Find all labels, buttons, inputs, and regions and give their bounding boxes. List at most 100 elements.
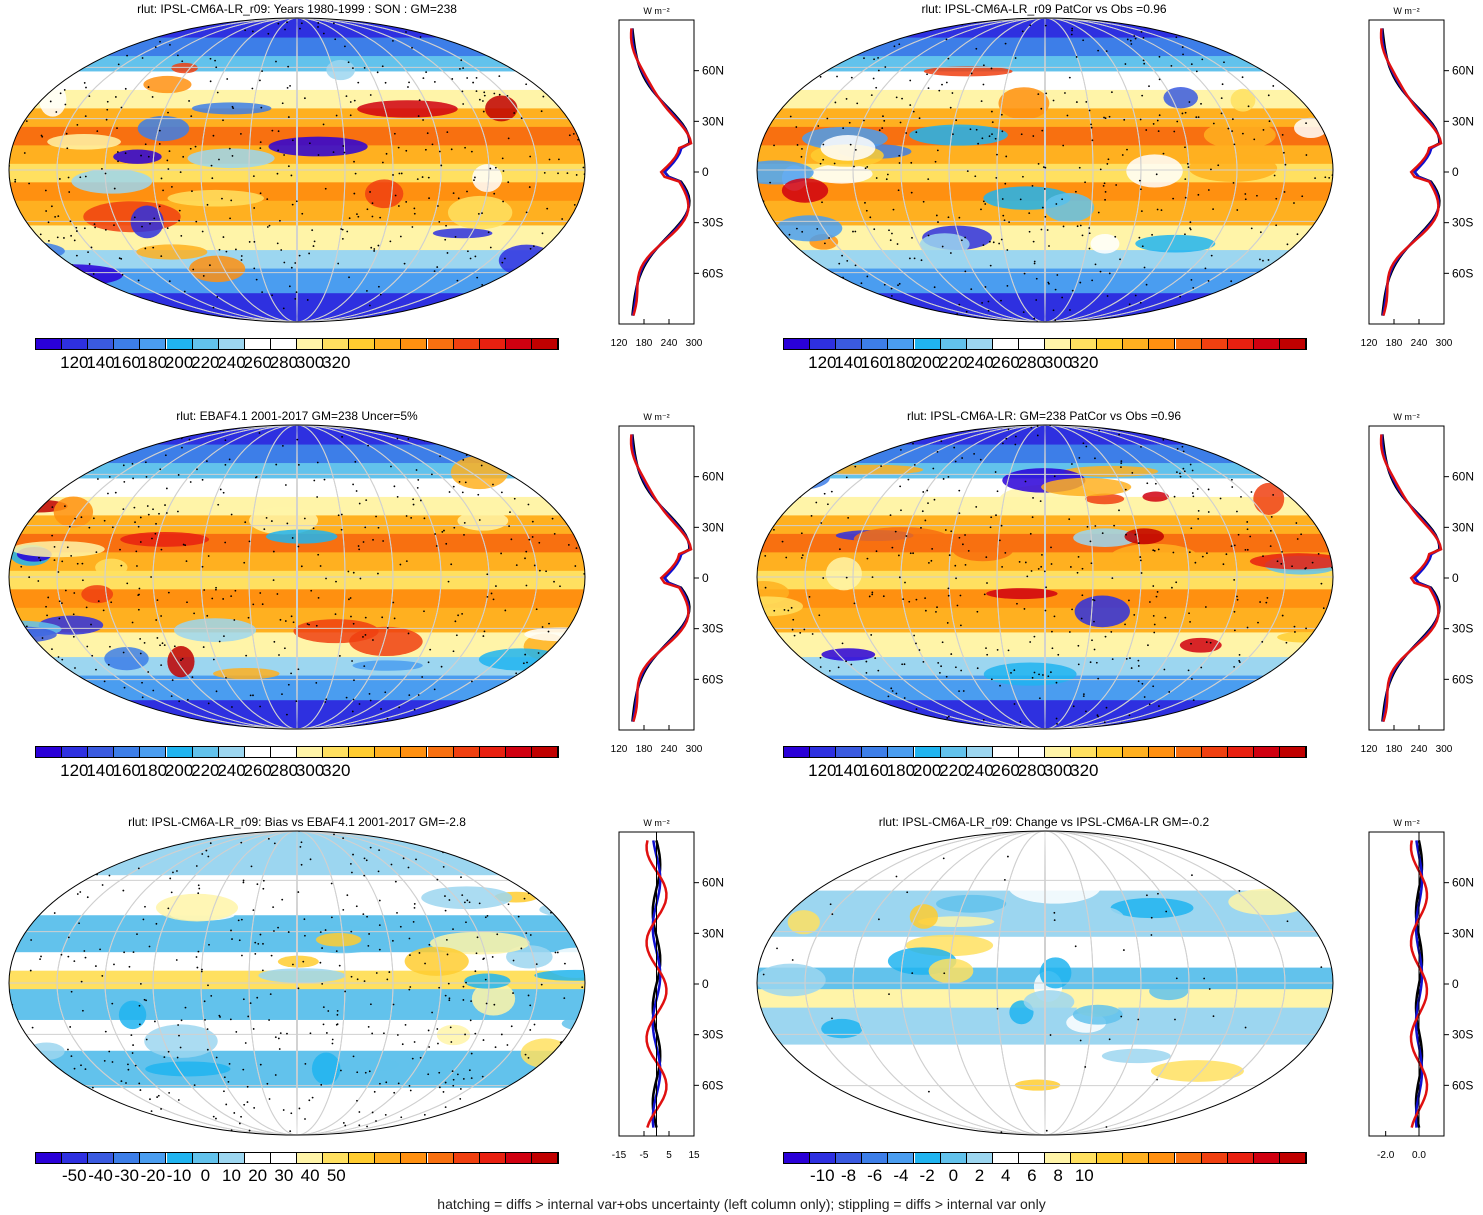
profile-lat-label: 60S	[702, 1078, 723, 1092]
profile-lat-label: 60S	[1452, 1078, 1473, 1092]
colorbar-tick-label: 140	[834, 761, 863, 780]
colorbar-tick-label: 240	[217, 353, 246, 372]
colorbar-cell	[836, 747, 863, 757]
colorbar-tick-label: 10	[1074, 1166, 1094, 1185]
colorbar-tick-label: 10	[222, 1166, 241, 1185]
colorbar-tick-label: 4	[1000, 1166, 1011, 1185]
profile-lat-label: 60N	[702, 876, 724, 890]
colorbar-cell	[401, 747, 428, 757]
colorbar-tick-label: 180	[886, 761, 916, 780]
colorbar-cell	[453, 1153, 480, 1163]
colorbar-cell	[784, 1153, 811, 1163]
colorbar-tick-label: 200	[164, 353, 194, 372]
colorbar-cell	[218, 747, 245, 757]
colorbar-tick-label: -20	[140, 1166, 166, 1185]
colorbar-tick-label: 0	[200, 1166, 211, 1185]
colorbar-cell	[1227, 339, 1254, 349]
colorbar-cell	[323, 747, 350, 757]
colorbar-cell	[1123, 339, 1150, 349]
colorbar-cell	[1227, 747, 1254, 757]
colorbar-cell	[1149, 339, 1176, 349]
colorbar-tick-label: 180	[138, 353, 168, 372]
colorbar-tick-label: -50	[62, 1166, 87, 1185]
profile-lat-label: 30N	[1452, 520, 1474, 534]
zonal-mean-profile: W m⁻² 60N 30N 0 30S 60S 120 180 240 300	[1361, 412, 1474, 755]
colorbar-tick-label: 320	[1070, 761, 1099, 780]
colorbar-tick-label: 140	[86, 353, 115, 372]
colorbar	[35, 1152, 559, 1164]
colorbar-tick-label: -10	[166, 1166, 192, 1185]
colorbar-cell	[862, 1153, 889, 1163]
colorbar-tick-label: 160	[112, 353, 141, 372]
profile-x-tick: 240	[661, 338, 678, 349]
profile-lat-label: 30S	[702, 1028, 723, 1042]
colorbar-cell	[427, 747, 454, 757]
colorbar-cell	[914, 339, 941, 349]
colorbar-tick-label: 160	[860, 761, 889, 780]
colorbar-cell	[1279, 339, 1306, 349]
colorbar-tick-label: 280	[1017, 761, 1047, 780]
panel-title: rlut: IPSL-CM6A-LR_r09 PatCor vs Obs =0.…	[921, 2, 1167, 16]
profile-x-tick: -5	[640, 1150, 649, 1161]
map-plot	[756, 17, 1334, 323]
profile-lat-label: 30S	[1452, 216, 1473, 230]
colorbar-cell	[1201, 1153, 1228, 1163]
colorbar-cell	[375, 747, 402, 757]
colorbar-tick-label: 240	[217, 761, 246, 780]
profile-x-tick: 120	[1361, 338, 1378, 349]
colorbar-tick-label: -4	[893, 1166, 909, 1185]
colorbar-cell	[784, 747, 811, 757]
profile-lat-label: 0	[702, 571, 709, 585]
colorbar-cell	[505, 747, 532, 757]
colorbar	[783, 746, 1307, 758]
colorbar-cell	[244, 1153, 271, 1163]
colorbar-tick-label: 280	[1017, 353, 1047, 372]
profile-x-tick: -2.0	[1377, 1150, 1395, 1161]
colorbar-cell	[479, 339, 506, 349]
colorbar-cell	[1201, 339, 1228, 349]
panel-title: rlut: EBAF4.1 2001-2017 GM=238 Uncer=5%	[176, 409, 418, 423]
colorbar-cell	[479, 747, 506, 757]
colorbar-cell	[1097, 339, 1124, 349]
colorbar-cell	[888, 1153, 915, 1163]
colorbar-cell	[192, 1153, 219, 1163]
colorbar-tick-label: 40	[300, 1166, 320, 1185]
colorbar-cell	[1097, 1153, 1124, 1163]
colorbar-tick-label: 140	[86, 761, 115, 780]
profile-units: W m⁻²	[643, 6, 669, 16]
profile-x-tick: 300	[686, 338, 703, 349]
colorbar-cell	[427, 1153, 454, 1163]
profile-lat-label: 0	[1452, 165, 1459, 179]
profile-lat-label: 30S	[1452, 1028, 1473, 1042]
colorbar-cell	[940, 339, 967, 349]
colorbar-cell	[36, 747, 63, 757]
colorbar-cell	[114, 1153, 141, 1163]
colorbar-tick-label: -40	[88, 1166, 113, 1185]
colorbar-tick-label: 320	[322, 353, 351, 372]
colorbar-cell	[1123, 1153, 1150, 1163]
colorbar-cell	[218, 339, 245, 349]
profile-x-tick: 240	[1411, 338, 1428, 349]
colorbar-cell	[270, 747, 297, 757]
colorbar-cell	[1149, 747, 1176, 757]
colorbar-tick-label: 260	[991, 761, 1020, 780]
colorbar-cell	[940, 1153, 967, 1163]
colorbar-cell	[244, 747, 271, 757]
colorbar-cell	[323, 339, 350, 349]
colorbar-cell	[531, 339, 558, 349]
colorbar-cell	[531, 747, 558, 757]
colorbar-cell	[940, 747, 967, 757]
profile-x-tick: 240	[661, 744, 678, 755]
profile-lat-label: 0	[1452, 571, 1459, 585]
profile-x-tick: 120	[611, 744, 628, 755]
colorbar-cell	[36, 1153, 63, 1163]
colorbar-tick-label: 120	[60, 761, 89, 780]
colorbar-tick-label: 260	[243, 353, 272, 372]
colorbar-cell	[1201, 747, 1228, 757]
profile-lat-label: 60N	[1452, 876, 1474, 890]
colorbar-tick-label: 280	[269, 761, 299, 780]
profile-lat-label: 30N	[1452, 114, 1474, 128]
colorbar-cell	[966, 1153, 993, 1163]
colorbar-cell	[270, 339, 297, 349]
colorbar-tick-label: 8	[1053, 1166, 1063, 1185]
